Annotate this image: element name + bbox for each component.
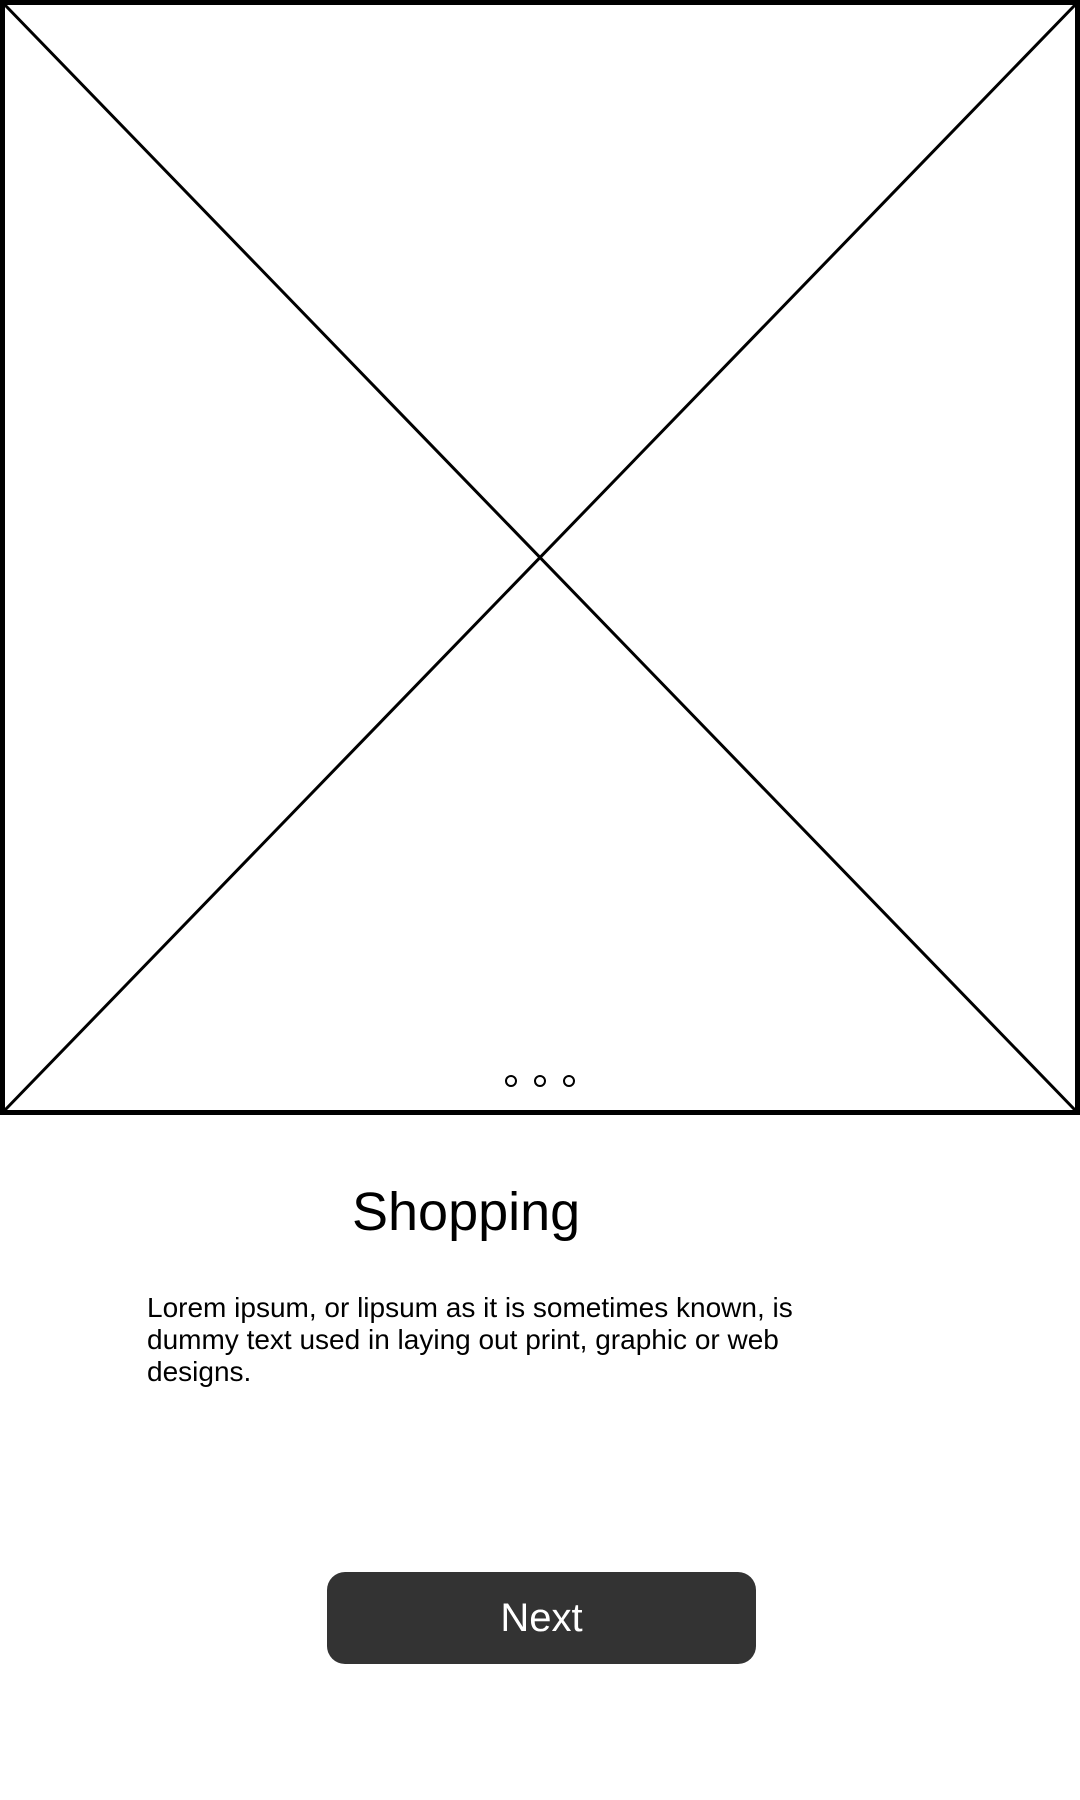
hero-image-placeholder [0,0,1080,1115]
onboarding-title: Shopping [352,1182,581,1242]
page-dot-2[interactable] [534,1075,546,1087]
page-dot-1[interactable] [505,1075,517,1087]
onboarding-description: Lorem ipsum, or lipsum as it is sometime… [147,1292,793,1387]
image-placeholder-icon [0,0,1080,1115]
page-indicator [505,1071,575,1091]
page-dot-3[interactable] [563,1075,575,1087]
next-button[interactable]: Next [327,1572,756,1664]
next-button-label: Next [500,1595,583,1640]
